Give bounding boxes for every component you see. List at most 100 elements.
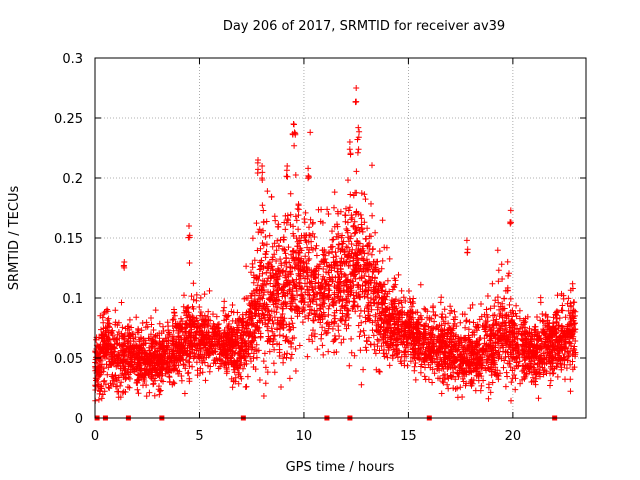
data-point <box>321 327 328 334</box>
data-point <box>514 335 521 342</box>
data-point <box>306 255 313 262</box>
data-point <box>426 314 433 321</box>
data-point <box>271 240 278 247</box>
data-point <box>216 321 222 327</box>
data-point <box>126 361 133 368</box>
data-point <box>274 297 280 304</box>
data-point <box>265 307 272 314</box>
data-point <box>312 245 319 252</box>
data-point <box>125 384 131 390</box>
data-point <box>307 129 314 136</box>
data-point <box>355 146 362 153</box>
data-point <box>178 377 185 384</box>
data-point <box>400 294 407 301</box>
data-point <box>135 390 142 397</box>
data-point <box>243 360 250 367</box>
data-point <box>565 352 572 359</box>
data-point <box>266 232 273 239</box>
data-point <box>264 265 271 272</box>
data-point <box>345 207 352 214</box>
data-point <box>484 314 491 321</box>
data-point <box>402 298 409 304</box>
data-point <box>262 233 269 240</box>
data-point <box>477 387 484 394</box>
data-point <box>180 361 187 368</box>
data-point <box>341 271 348 278</box>
data-point <box>260 207 267 214</box>
data-point <box>330 259 337 266</box>
data-point <box>313 252 320 259</box>
data-point <box>267 280 274 287</box>
data-point <box>369 162 375 169</box>
data-point <box>221 304 228 311</box>
data-point <box>292 345 299 352</box>
data-point <box>511 334 518 341</box>
y-tick-label: 0.2 <box>62 172 83 187</box>
data-point <box>279 245 286 252</box>
data-point <box>254 247 261 254</box>
data-point <box>220 307 227 314</box>
data-point <box>360 366 367 373</box>
data-point <box>357 328 364 335</box>
data-point <box>487 305 494 312</box>
data-point <box>556 315 563 321</box>
data-point <box>288 315 295 322</box>
data-point <box>102 381 109 388</box>
data-point <box>166 374 173 381</box>
data-point <box>273 309 280 316</box>
data-point <box>374 343 381 350</box>
data-point <box>324 206 331 213</box>
data-point <box>558 364 565 371</box>
data-point <box>210 311 216 318</box>
data-point <box>381 320 388 327</box>
data-point <box>407 342 414 348</box>
data-point <box>270 292 277 299</box>
data-point <box>421 373 428 380</box>
data-point <box>501 295 508 302</box>
data-point <box>444 381 451 388</box>
data-point <box>273 276 280 283</box>
data-point <box>399 304 406 311</box>
data-point <box>469 301 476 308</box>
data-point <box>402 348 409 355</box>
data-point <box>253 220 260 227</box>
data-point <box>513 302 520 309</box>
data-point <box>115 329 122 335</box>
data-point <box>510 321 517 328</box>
data-point <box>335 241 342 248</box>
data-point <box>385 347 392 354</box>
data-point <box>371 346 378 353</box>
data-point <box>522 315 529 322</box>
data-point <box>156 383 162 390</box>
data-point <box>178 315 184 322</box>
data-point <box>235 380 242 387</box>
data-point <box>330 298 337 305</box>
data-point <box>193 291 200 298</box>
data-point <box>105 332 112 338</box>
data-point <box>264 188 271 195</box>
data-point <box>157 387 164 394</box>
data-point <box>358 190 365 197</box>
data-point <box>401 349 408 356</box>
data-point <box>103 308 110 315</box>
data-point <box>331 349 338 356</box>
data-point <box>351 218 358 225</box>
data-point <box>261 278 268 285</box>
data-point <box>561 356 568 363</box>
x-tick-label: 10 <box>296 429 313 444</box>
data-point <box>246 314 253 321</box>
data-point <box>345 238 352 245</box>
data-point <box>276 332 283 339</box>
data-point <box>128 355 135 361</box>
y-axis-label: SRMTID / TECUs <box>7 186 22 291</box>
data-point <box>119 389 126 396</box>
data-point <box>269 328 276 335</box>
data-point <box>129 366 135 373</box>
data-point <box>104 317 111 324</box>
data-point <box>190 305 197 312</box>
data-point <box>289 335 296 342</box>
data-point <box>299 308 306 315</box>
data-point <box>326 287 333 294</box>
data-point <box>203 316 210 323</box>
